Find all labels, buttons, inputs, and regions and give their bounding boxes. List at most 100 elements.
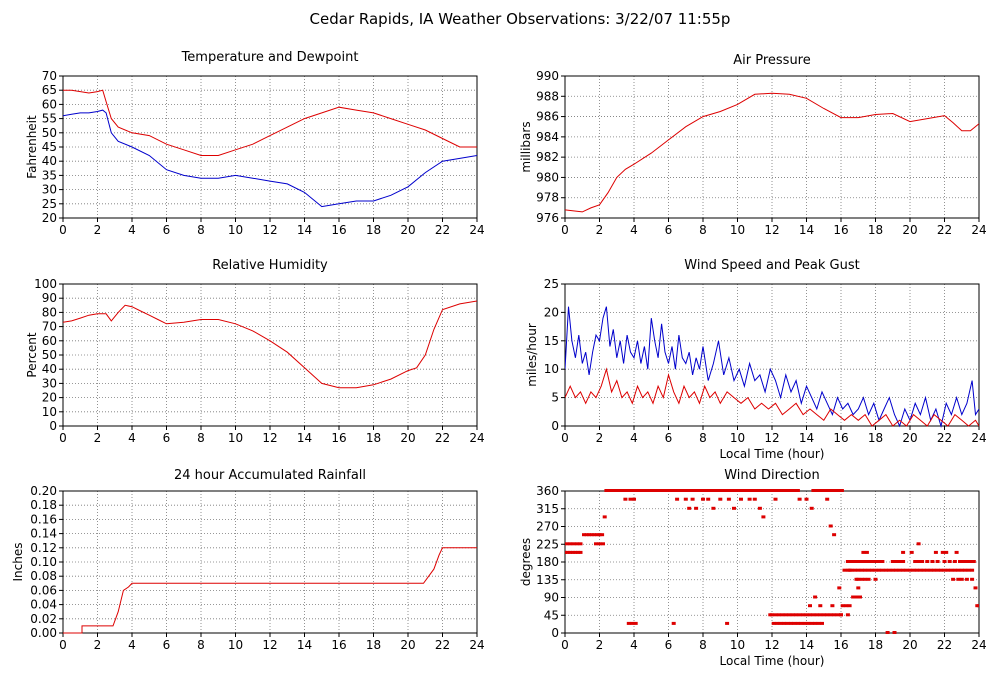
data-point (811, 489, 816, 492)
data-point (866, 568, 871, 572)
data-point (628, 497, 633, 501)
data-point (925, 568, 930, 572)
x-tick-label: 0 (561, 223, 569, 237)
x-tick-label: 14 (799, 223, 814, 237)
y-axis-label: millibars (519, 121, 533, 172)
data-point (669, 489, 674, 492)
x-tick-label: 8 (197, 638, 205, 652)
data-point (782, 621, 787, 625)
y-axis-label: Percent (25, 332, 39, 377)
data-point (877, 568, 881, 572)
x-tick-label: 4 (630, 431, 638, 445)
data-point (847, 604, 852, 608)
y-tick-label: 990 (536, 69, 559, 83)
y-tick-label: 90 (42, 291, 57, 305)
data-point (806, 621, 811, 625)
data-point (715, 489, 720, 492)
data-point (942, 560, 947, 563)
x-tick-label: 14 (297, 431, 312, 445)
data-point (578, 542, 583, 546)
data-point (726, 497, 731, 501)
data-point (935, 560, 940, 563)
x-tick-label: 10 (730, 223, 745, 237)
data-point (597, 542, 602, 546)
data-point (904, 568, 909, 572)
x-tick-label: 18 (868, 431, 883, 445)
y-tick-label: 976 (536, 211, 559, 225)
data-point (757, 489, 762, 492)
x-tick-label: 22 (435, 223, 450, 237)
x-tick-label: 2 (596, 223, 604, 237)
data-point (830, 604, 835, 608)
data-point (653, 489, 658, 492)
data-point (970, 568, 975, 572)
data-point (790, 613, 795, 617)
data-point (788, 489, 793, 492)
y-tick-label: 270 (536, 520, 559, 534)
x-tick-label: 12 (262, 431, 277, 445)
data-point (573, 550, 578, 554)
x-tick-label: 18 (868, 638, 883, 652)
data-point (741, 489, 746, 492)
data-point (914, 568, 919, 572)
data-point (687, 506, 692, 510)
data-point (935, 568, 940, 572)
data-point (916, 560, 921, 563)
y-tick-label: 30 (42, 183, 57, 197)
y-tick-label: 0.14 (30, 527, 57, 541)
data-point (870, 560, 874, 563)
data-point (949, 568, 954, 572)
data-point (626, 621, 631, 625)
x-tick-label: 4 (630, 638, 638, 652)
data-point (894, 568, 899, 572)
data-point (744, 489, 749, 492)
data-point (816, 489, 821, 492)
data-point (777, 489, 782, 492)
data-point (671, 621, 676, 625)
data-point (818, 613, 823, 617)
data-point (859, 568, 864, 572)
data-point (772, 489, 777, 492)
data-point (757, 506, 762, 510)
series-line-0 (63, 300, 477, 389)
y-tick-label: 0 (551, 626, 559, 640)
data-point (818, 604, 823, 608)
data-point (651, 489, 655, 492)
data-point (707, 489, 712, 492)
x-tick-label: 6 (665, 223, 673, 237)
data-point (883, 568, 888, 572)
data-point (739, 489, 743, 492)
x-tick-label: 14 (297, 638, 312, 652)
data-point (565, 550, 570, 554)
data-point (787, 613, 792, 617)
data-point (736, 489, 741, 492)
data-point (821, 613, 826, 617)
y-tick-label: 50 (42, 348, 57, 362)
data-point (640, 489, 645, 492)
data-point (630, 489, 635, 492)
data-point (747, 497, 752, 501)
panel-title: Wind Speed and Peak Gust (684, 258, 859, 273)
x-tick-label: 20 (400, 223, 415, 237)
data-point (816, 621, 821, 625)
y-tick-label: 0 (551, 419, 559, 433)
data-point (726, 489, 730, 492)
data-point (656, 489, 661, 492)
x-tick-label: 24 (971, 223, 986, 237)
panel-title: Wind Direction (724, 468, 820, 483)
data-point (958, 560, 962, 563)
data-point (792, 621, 797, 625)
data-point (814, 613, 819, 617)
y-tick-label: 55 (42, 112, 57, 126)
data-point (575, 542, 580, 546)
data-point (809, 621, 814, 625)
data-point (700, 489, 705, 492)
data-point (832, 613, 837, 617)
data-point (785, 621, 790, 625)
data-point (575, 550, 580, 554)
data-point (909, 550, 914, 554)
data-point (859, 577, 864, 581)
y-tick-label: 180 (536, 555, 559, 569)
panel-wind-direction: Wind Direction degrees Local Time (hour)… (519, 468, 987, 668)
data-point (789, 621, 793, 625)
